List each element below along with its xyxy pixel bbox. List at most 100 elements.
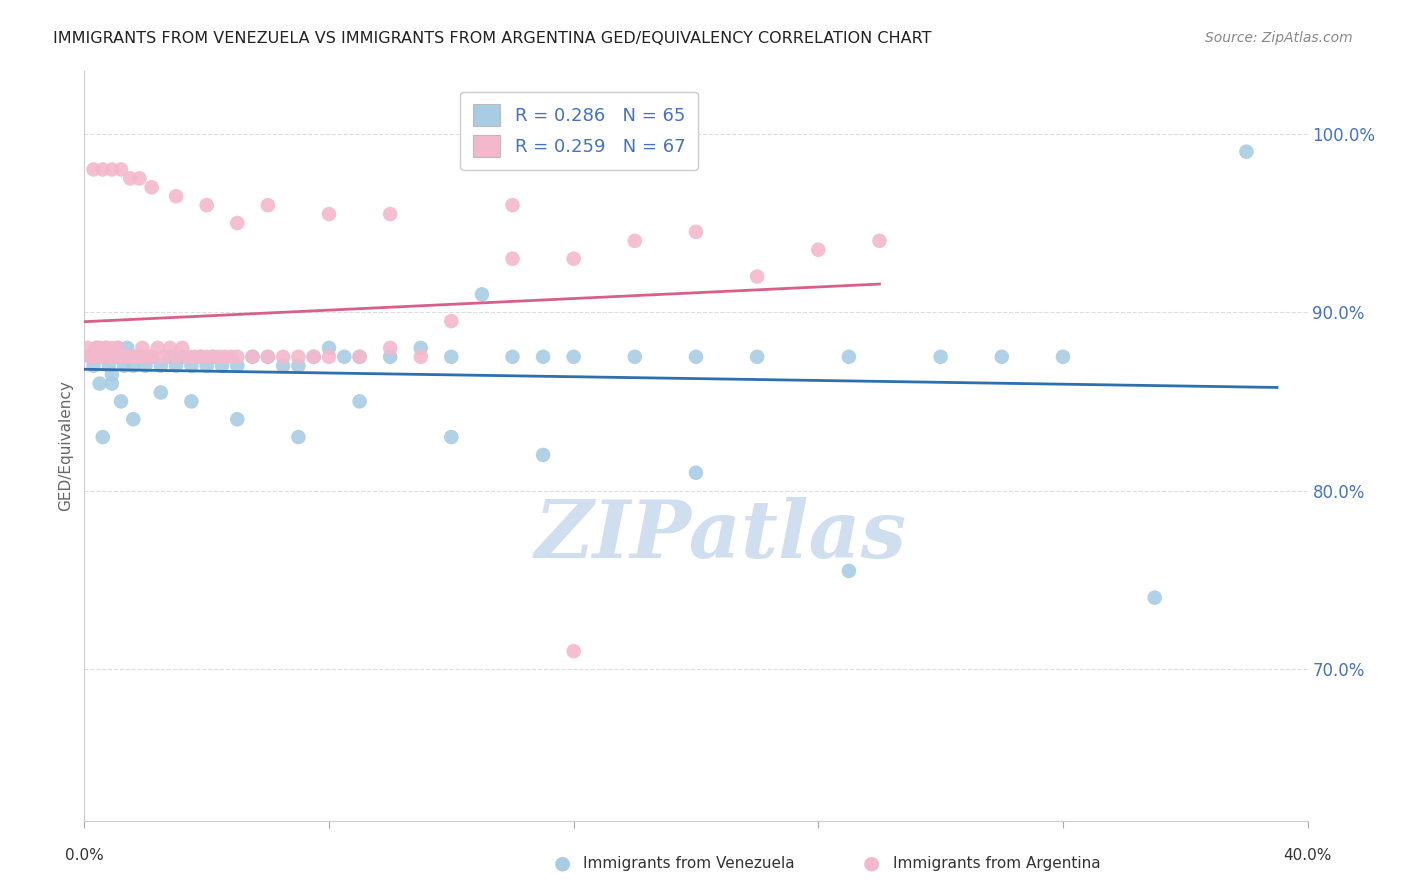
Point (83, 350, 105, 364)
Point (287, 359, 309, 373)
Point (89, 376, 111, 391)
Point (531, 448, 554, 462)
Point (165, 350, 187, 364)
Point (141, 350, 163, 364)
Point (110, 162, 132, 177)
Text: 0.0%: 0.0% (65, 847, 104, 863)
Text: ZIPatlas: ZIPatlas (534, 497, 907, 574)
Point (135, 359, 157, 373)
Point (195, 350, 218, 364)
Point (869, 234, 891, 248)
Point (219, 350, 242, 364)
Point (86, 341, 108, 355)
Point (89, 341, 111, 355)
Point (112, 359, 135, 373)
Point (195, 198, 218, 212)
Point (226, 350, 249, 364)
Text: Immigrants from Argentina: Immigrants from Argentina (893, 856, 1101, 871)
Point (562, 252, 585, 266)
Point (502, 198, 524, 212)
Point (122, 412, 145, 426)
Point (271, 350, 294, 364)
Point (141, 350, 163, 364)
Point (91, 162, 114, 177)
Point (83, 162, 105, 177)
Point (562, 644, 585, 658)
Point (380, 350, 402, 364)
Point (1143, 591, 1166, 605)
Point (562, 350, 585, 364)
Point (747, 350, 769, 364)
Point (257, 350, 280, 364)
Point (287, 350, 309, 364)
Text: Immigrants from Venezuela: Immigrants from Venezuela (583, 856, 796, 871)
Point (107, 341, 129, 355)
Point (318, 350, 340, 364)
Point (211, 359, 233, 373)
Point (302, 350, 325, 364)
Point (190, 350, 212, 364)
Point (172, 350, 194, 364)
Point (349, 350, 371, 364)
Point (624, 234, 647, 248)
Point (165, 359, 187, 373)
Point (180, 359, 202, 373)
Point (183, 350, 205, 364)
Text: ●: ● (863, 854, 880, 873)
Point (991, 350, 1014, 364)
Point (929, 350, 952, 364)
Point (349, 350, 371, 364)
Point (94, 341, 117, 355)
Point (165, 189, 187, 203)
Point (110, 394, 132, 409)
Point (440, 430, 463, 444)
Point (172, 341, 194, 355)
Point (208, 350, 231, 364)
Point (91, 430, 114, 444)
Point (122, 350, 145, 364)
Point (128, 350, 150, 364)
Point (94, 341, 117, 355)
Point (97, 350, 120, 364)
Point (685, 350, 707, 364)
Point (79, 350, 101, 364)
Point (409, 350, 432, 364)
Legend: R = 0.286   N = 65, R = 0.259   N = 67: R = 0.286 N = 65, R = 0.259 N = 67 (460, 92, 697, 170)
Point (214, 350, 236, 364)
Point (242, 350, 264, 364)
Text: Source: ZipAtlas.com: Source: ZipAtlas.com (1205, 31, 1353, 45)
Point (242, 350, 264, 364)
Text: 40.0%: 40.0% (1284, 847, 1331, 863)
Point (201, 350, 224, 364)
Point (380, 207, 402, 221)
Point (101, 376, 124, 391)
Point (226, 216, 249, 230)
Point (380, 341, 402, 355)
Point (149, 385, 172, 400)
Point (333, 350, 356, 364)
Point (302, 350, 325, 364)
Point (318, 207, 340, 221)
Point (146, 341, 169, 355)
Point (180, 394, 202, 409)
Point (177, 350, 200, 364)
Point (1236, 145, 1258, 159)
Point (807, 243, 830, 257)
Point (83, 359, 105, 373)
Point (115, 341, 138, 355)
Point (125, 350, 148, 364)
Point (110, 350, 132, 364)
Point (685, 466, 707, 480)
Point (141, 180, 163, 194)
Point (110, 350, 132, 364)
Point (318, 341, 340, 355)
Point (159, 341, 181, 355)
Point (149, 359, 172, 373)
Text: ●: ● (554, 854, 571, 873)
Point (122, 359, 145, 373)
Point (101, 341, 124, 355)
Point (747, 269, 769, 284)
Point (440, 350, 463, 364)
Y-axis label: GED/Equivalency: GED/Equivalency (58, 381, 73, 511)
Point (440, 314, 463, 328)
